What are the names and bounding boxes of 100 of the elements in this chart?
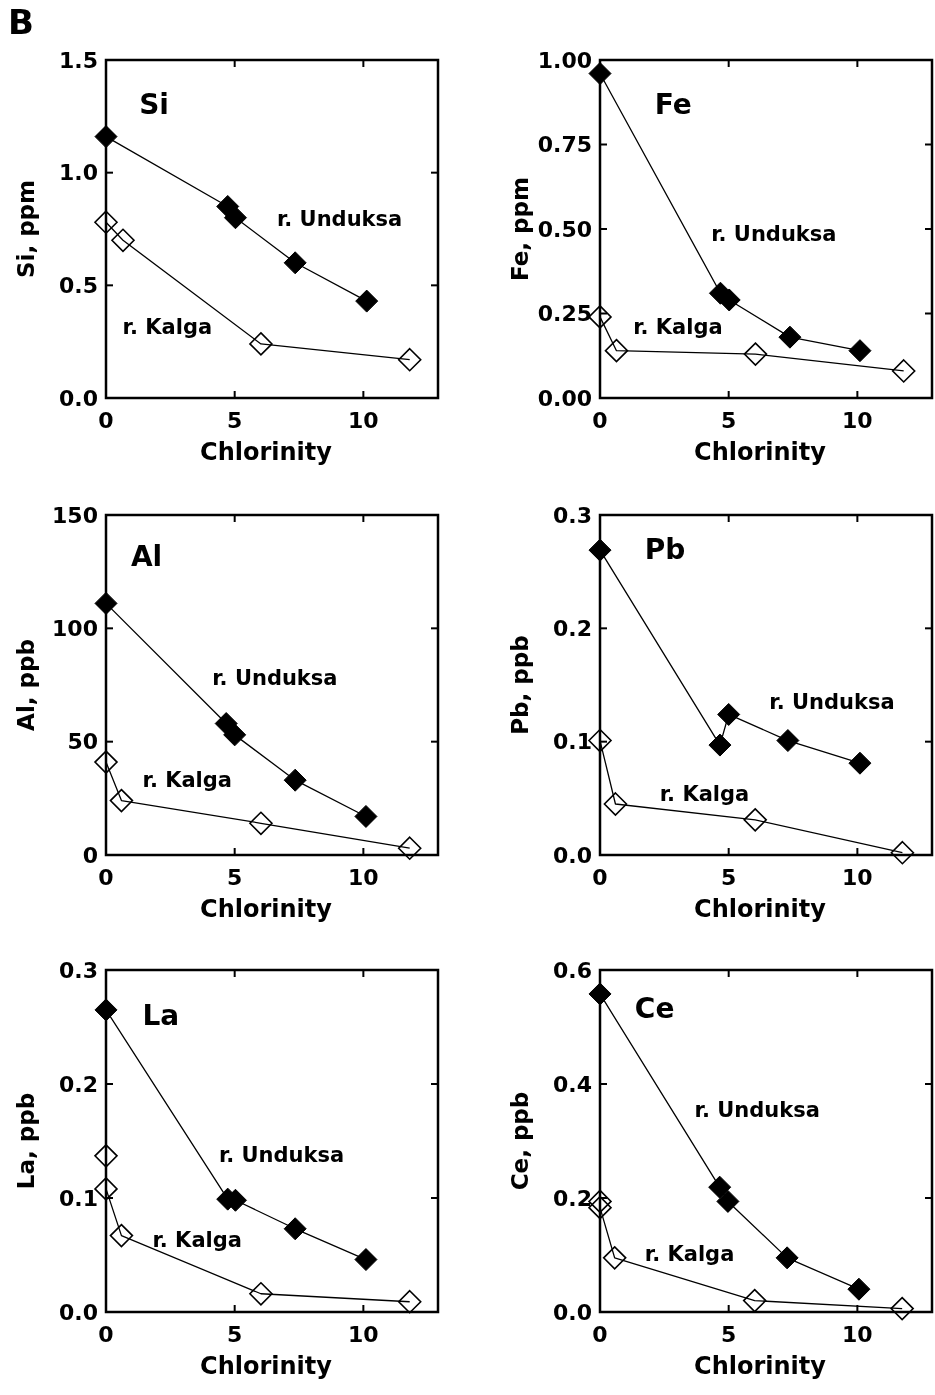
x-axis-title: Chlorinity	[200, 895, 333, 923]
point	[775, 1246, 799, 1270]
point	[743, 342, 768, 366]
y-tick-label: 0	[82, 842, 98, 868]
point	[891, 359, 916, 383]
point	[778, 325, 802, 349]
series-label: r. Unduksa	[711, 221, 837, 246]
point	[604, 338, 629, 363]
series-label: r. Kalga	[659, 781, 750, 806]
point	[249, 332, 273, 356]
y-tick-label: 0.4	[553, 1071, 592, 1097]
x-tick-label: 0	[592, 1322, 608, 1347]
y-tick-label: 150	[52, 502, 98, 528]
text: Al	[130, 540, 163, 573]
point	[847, 1277, 871, 1301]
point	[354, 804, 378, 828]
x-tick-label: 0	[592, 408, 608, 433]
y-tick-label: 0.3	[59, 957, 98, 983]
text: Ce	[634, 991, 675, 1025]
x-tick-label: 10	[842, 865, 873, 890]
y-tick-label: 0.5	[59, 273, 98, 299]
x-tick-label: 0	[98, 408, 114, 433]
series-label: r. Unduksa	[212, 666, 338, 690]
series-label: r. Kalga	[152, 1228, 242, 1253]
point	[708, 733, 732, 757]
x-tick-label: 0	[98, 1322, 114, 1347]
series-label: r. Kalga	[633, 314, 723, 339]
point	[109, 1223, 134, 1248]
series-label: r. Unduksa	[218, 1142, 345, 1167]
point	[708, 1175, 732, 1199]
point	[848, 751, 872, 775]
y-tick-label: 1.5	[59, 47, 98, 73]
point	[743, 808, 767, 832]
y-tick-label: 0.0	[59, 1299, 98, 1325]
point	[397, 347, 422, 372]
y-tick-label: 0.50	[537, 216, 592, 242]
point	[223, 206, 247, 230]
point	[717, 702, 741, 726]
series-label: r. Unduksa	[276, 206, 403, 231]
point	[283, 1217, 307, 1241]
y-axis-title: Al, ppb	[13, 639, 39, 731]
x-tick-label: 0	[98, 865, 114, 890]
point	[355, 289, 379, 313]
x-tick-label: 5	[227, 408, 243, 433]
text: Pb	[644, 533, 686, 567]
series-label: r. Kalga	[122, 314, 213, 339]
y-tick-label: 0.75	[537, 132, 592, 158]
point	[223, 723, 247, 747]
point	[603, 792, 628, 816]
y-tick-label: 0.3	[553, 502, 592, 528]
point	[890, 1296, 914, 1321]
y-tick-label: 0.6	[553, 957, 592, 983]
y-tick-label: 0.2	[59, 1071, 98, 1097]
x-axis-title: Chlorinity	[694, 1352, 827, 1380]
point	[397, 1289, 422, 1314]
y-tick-label: 1.0	[59, 160, 98, 186]
point	[588, 538, 612, 562]
y-axis-title: Ce, ppb	[507, 1091, 533, 1191]
point	[94, 125, 118, 149]
point	[588, 1195, 612, 1220]
point	[94, 210, 118, 235]
point	[94, 591, 118, 615]
point	[776, 729, 800, 753]
y-tick-label: 0.0	[59, 385, 98, 411]
y-axis-title: La, ppb	[13, 1092, 39, 1190]
point	[94, 998, 118, 1022]
y-tick-label: 0.2	[553, 616, 592, 642]
y-tick-label: 1.00	[537, 47, 592, 73]
y-tick-label: 0.2	[553, 1185, 592, 1211]
point	[111, 228, 135, 253]
x-tick-label: 5	[721, 408, 737, 433]
point	[742, 1288, 767, 1313]
point	[283, 768, 307, 792]
series-label: r. Kalga	[142, 768, 233, 792]
point	[354, 1248, 378, 1272]
x-tick-label: 5	[227, 1322, 243, 1347]
text: Si	[139, 88, 169, 122]
point	[94, 1144, 118, 1168]
y-axis-title: Fe, ppm	[507, 176, 533, 282]
point	[283, 251, 307, 275]
point	[109, 788, 134, 813]
y-tick-label: 0.25	[537, 301, 592, 327]
point	[716, 1189, 740, 1213]
x-tick-label: 5	[721, 1322, 737, 1347]
y-tick-label: 0.0	[553, 1299, 592, 1325]
point	[249, 811, 273, 836]
y-axis-title: Si, ppm	[13, 179, 39, 279]
point	[94, 750, 118, 774]
x-tick-label: 10	[842, 1322, 873, 1347]
x-axis-title: Chlorinity	[200, 438, 333, 466]
series-label: r. Unduksa	[694, 1098, 820, 1123]
x-tick-label: 5	[227, 865, 243, 890]
x-tick-label: 10	[348, 408, 379, 433]
x-tick-label: 10	[348, 1322, 379, 1347]
x-axis-title: Chlorinity	[694, 438, 827, 466]
point	[890, 840, 915, 865]
y-tick-label: 0.1	[59, 1185, 98, 1211]
x-tick-label: 5	[721, 865, 737, 890]
text: B	[8, 2, 34, 42]
y-tick-label: 100	[52, 616, 98, 642]
